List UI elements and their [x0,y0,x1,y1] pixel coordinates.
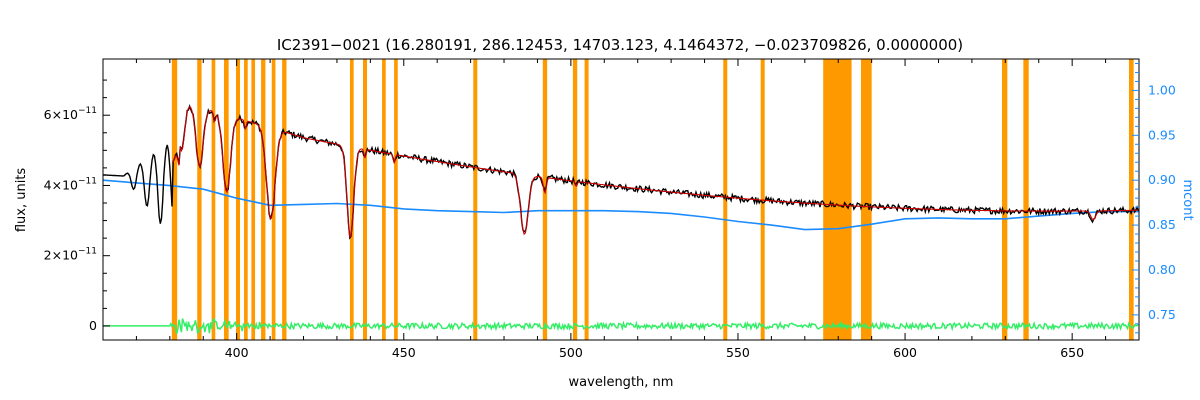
y2-tick-label: 0.75 [1148,307,1176,322]
masked-band [223,59,229,340]
x-axis: 400 450 500 550 600 650 [102,59,1140,360]
x-tick-label: 650 [1060,345,1084,360]
masked-band [823,59,852,340]
masked-band [171,59,178,340]
x-tick-label: 400 [225,345,249,360]
masked-band [542,59,548,340]
residual-line [103,317,1139,335]
masked-band [261,59,266,340]
masked-band [1023,59,1029,340]
y-tick-label: 2×10−11 [44,247,97,263]
masked-band [211,59,216,340]
masked-band [473,59,478,340]
y2-axis-label: mcont [1180,179,1195,220]
masked-band [860,59,872,340]
masked-band [1128,59,1134,340]
x-tick-label: 500 [559,345,583,360]
masked-band [251,59,256,340]
model-line [172,105,1139,238]
masked-band [363,59,368,340]
masked-band [394,59,398,340]
y-tick-label: 4×10−11 [44,176,97,192]
y2-tick-label: 0.80 [1148,262,1176,277]
y2-axis: 0.75 0.80 0.85 0.90 0.95 1.00 [1132,62,1176,334]
y-axis-label: flux, units [14,168,29,233]
residual-series [103,317,1139,335]
mcont-line [102,179,1139,231]
plot-frame [102,58,1140,341]
y-tick-label: 6×10−11 [44,106,97,122]
y-axis: 0 2×10−11 4×10−11 6×10−11 [44,79,110,333]
masked-band [197,59,202,340]
masked-bands [171,59,1134,340]
masked-band [382,59,386,340]
masked-band [282,59,287,340]
masked-band [572,59,578,340]
masked-band [349,59,354,340]
x-tick-label: 550 [726,345,750,360]
x-tick-label: 600 [893,345,917,360]
y2-tick-label: 0.95 [1148,127,1176,142]
x-axis-label: wavelength, nm [569,375,674,390]
masked-band [584,59,589,340]
mcont-series [102,179,1139,231]
masked-band [760,59,765,340]
y-tick-label: 0 [89,318,97,333]
y2-tick-label: 0.90 [1148,172,1176,187]
y2-tick-label: 0.85 [1148,217,1176,232]
chart-title: IC2391−0021 (16.280191, 286.12453, 14703… [277,36,963,54]
x-tick-label: 450 [392,345,416,360]
y2-tick-label: 1.00 [1148,82,1176,97]
masked-band [1001,59,1008,340]
masked-band [236,59,241,340]
model-series [172,105,1139,238]
masked-band [723,59,728,340]
